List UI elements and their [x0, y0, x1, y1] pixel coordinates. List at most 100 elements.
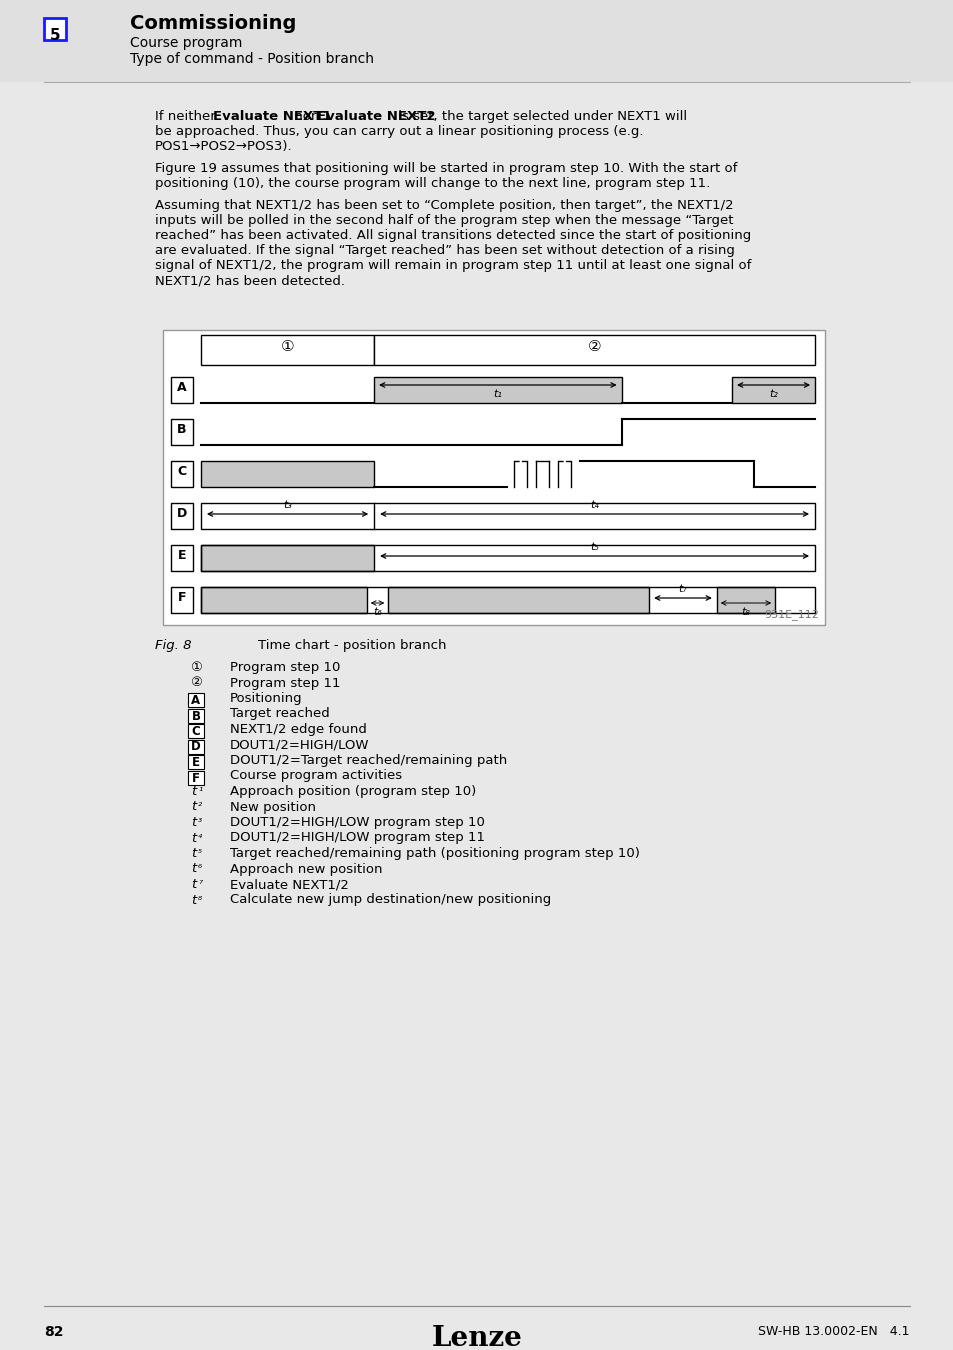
Text: t₇: t₇: [678, 585, 687, 594]
Text: E: E: [192, 756, 200, 770]
Text: signal of NEXT1/2, the program will remain in program step 11 until at least one: signal of NEXT1/2, the program will rema…: [154, 259, 751, 271]
Bar: [44, 18, 66, 40]
Bar: [188, 693, 204, 707]
Text: C: C: [192, 725, 200, 738]
Text: POS1→POS2→POS3).: POS1→POS2→POS3).: [154, 140, 293, 153]
Text: Evaluate NEXT1/2: Evaluate NEXT1/2: [230, 878, 349, 891]
Bar: [188, 724, 204, 738]
Text: t₃: t₃: [283, 500, 292, 510]
Text: t: t: [191, 832, 196, 845]
Text: ②: ②: [190, 676, 202, 690]
Text: Commissioning: Commissioning: [130, 14, 296, 32]
Text: Program step 11: Program step 11: [230, 676, 340, 690]
Bar: [188, 709, 204, 722]
Text: Positioning: Positioning: [230, 693, 302, 705]
Text: DOUT1/2=HIGH/LOW: DOUT1/2=HIGH/LOW: [230, 738, 369, 752]
Bar: [374, 335, 814, 365]
Text: DOUT1/2=HIGH/LOW program step 10: DOUT1/2=HIGH/LOW program step 10: [230, 815, 484, 829]
Text: Program step 10: Program step 10: [230, 662, 340, 674]
Text: Time chart - position branch: Time chart - position branch: [257, 639, 446, 652]
Text: Approach position (program step 10): Approach position (program step 10): [230, 784, 476, 798]
Text: is set, the target selected under NEXT1 will: is set, the target selected under NEXT1 …: [394, 109, 687, 123]
Text: C: C: [177, 464, 187, 478]
Text: t: t: [191, 801, 196, 814]
Bar: [188, 755, 204, 770]
Text: ①: ①: [190, 662, 202, 674]
Text: A: A: [192, 694, 200, 707]
Bar: [188, 740, 204, 753]
Text: Calculate new jump destination/new positioning: Calculate new jump destination/new posit…: [230, 894, 551, 906]
Text: Fig. 8: Fig. 8: [154, 639, 192, 652]
Text: ₇: ₇: [198, 876, 202, 886]
Text: Course program activities: Course program activities: [230, 769, 402, 783]
Bar: [201, 504, 814, 529]
Bar: [0, 0, 953, 82]
Text: NEXT1/2 has been detected.: NEXT1/2 has been detected.: [154, 274, 345, 288]
Text: Lenze: Lenze: [431, 1324, 522, 1350]
Text: are evaluated. If the signal “Target reached” has been set without detection of : are evaluated. If the signal “Target rea…: [154, 244, 734, 256]
Text: t₄: t₄: [590, 500, 598, 510]
Text: nor: nor: [290, 109, 321, 123]
Text: NEXT1/2 edge found: NEXT1/2 edge found: [230, 724, 367, 736]
Text: t₅: t₅: [590, 541, 598, 552]
Text: t: t: [191, 863, 196, 876]
Text: t: t: [191, 784, 196, 798]
Bar: [188, 771, 204, 784]
Text: DOUT1/2=Target reached/remaining path: DOUT1/2=Target reached/remaining path: [230, 755, 507, 767]
Text: Approach new position: Approach new position: [230, 863, 382, 876]
Bar: [716, 587, 774, 613]
Text: ②: ②: [587, 339, 600, 354]
Text: B: B: [192, 710, 200, 722]
Text: B: B: [177, 423, 187, 436]
Text: positioning (10), the course program will change to the next line, program step : positioning (10), the course program wil…: [154, 177, 709, 190]
Bar: [171, 545, 193, 571]
Text: E: E: [177, 549, 186, 562]
Text: ₄: ₄: [198, 829, 202, 840]
Bar: [171, 460, 193, 487]
Text: 82: 82: [44, 1324, 64, 1339]
Text: ₁: ₁: [198, 783, 202, 792]
Bar: [201, 335, 374, 365]
Bar: [171, 587, 193, 613]
Bar: [201, 545, 374, 571]
Text: Target reached: Target reached: [230, 707, 330, 721]
Bar: [171, 504, 193, 529]
Text: inputs will be polled in the second half of the program step when the message “T: inputs will be polled in the second half…: [154, 215, 733, 227]
Text: D: D: [191, 741, 201, 753]
Text: ₅: ₅: [198, 845, 202, 855]
Text: Evaluate NEXT2: Evaluate NEXT2: [316, 109, 435, 123]
Text: If neither: If neither: [154, 109, 220, 123]
Bar: [374, 377, 621, 404]
Text: 931E_112: 931E_112: [763, 609, 818, 620]
Text: 5: 5: [50, 27, 60, 42]
Text: t: t: [191, 894, 196, 906]
Text: reached” has been activated. All signal transitions detected since the start of : reached” has been activated. All signal …: [154, 230, 750, 242]
Text: be approached. Thus, you can carry out a linear positioning process (e.g.: be approached. Thus, you can carry out a…: [154, 126, 643, 138]
Text: Assuming that NEXT1/2 has been set to “Complete position, then target”, the NEXT: Assuming that NEXT1/2 has been set to “C…: [154, 198, 733, 212]
Bar: [171, 377, 193, 404]
Text: Course program: Course program: [130, 36, 242, 50]
Text: DOUT1/2=HIGH/LOW program step 11: DOUT1/2=HIGH/LOW program step 11: [230, 832, 484, 845]
Bar: [201, 460, 374, 487]
Text: t₂: t₂: [768, 389, 778, 400]
Bar: [731, 377, 814, 404]
Text: ₂: ₂: [198, 798, 202, 809]
Text: ₆: ₆: [198, 860, 202, 871]
Bar: [171, 418, 193, 446]
Text: ₃: ₃: [198, 814, 202, 824]
Text: A: A: [177, 381, 187, 394]
Text: t₈: t₈: [740, 608, 750, 617]
Bar: [201, 545, 814, 571]
Text: Target reached/remaining path (positioning program step 10): Target reached/remaining path (positioni…: [230, 846, 639, 860]
Text: Type of command - Position branch: Type of command - Position branch: [130, 53, 374, 66]
Bar: [201, 587, 814, 613]
Text: F: F: [177, 591, 186, 603]
Text: Evaluate NEXT1: Evaluate NEXT1: [213, 109, 331, 123]
Text: t₆: t₆: [373, 608, 381, 617]
Bar: [163, 329, 824, 625]
Text: t: t: [191, 846, 196, 860]
Bar: [201, 587, 366, 613]
Text: ①: ①: [280, 339, 294, 354]
Text: D: D: [176, 508, 187, 520]
Text: t: t: [191, 878, 196, 891]
